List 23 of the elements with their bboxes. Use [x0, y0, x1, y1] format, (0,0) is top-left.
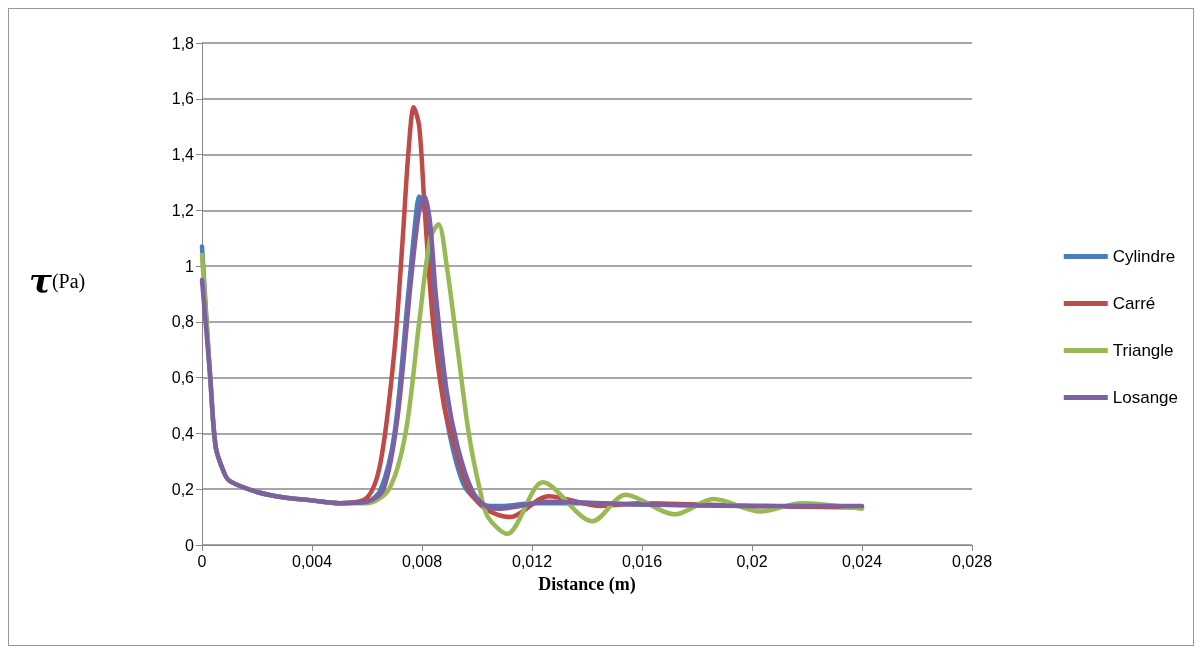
- x-tick-label: 0,024: [841, 552, 883, 570]
- y-tick-label: 1,8: [171, 34, 195, 52]
- y-tick-label: 1,6: [171, 90, 195, 108]
- y-tick-label: 0: [185, 536, 195, 554]
- y-tick-label: 1: [185, 257, 195, 275]
- legend-label: Cylindre: [1112, 247, 1176, 266]
- x-axis-title: Distance (m): [538, 574, 636, 595]
- y-tick-label: 0,8: [171, 313, 195, 331]
- legend-label: Carré: [1112, 294, 1156, 313]
- legend-label: Losange: [1112, 388, 1179, 407]
- y-tick-label: 1,4: [171, 146, 195, 164]
- y-tick-label: 0,6: [171, 369, 195, 387]
- legend-label: Triangle: [1112, 341, 1174, 360]
- x-tick-label: 0,028: [951, 552, 993, 570]
- x-tick-label: 0,02: [736, 552, 768, 570]
- x-tick-label: 0,004: [291, 552, 333, 570]
- x-tick-label: 0: [197, 552, 207, 570]
- x-tick-label: 0,016: [621, 552, 663, 570]
- y-tick-label: 1,2: [171, 201, 195, 219]
- y-tick-label: 0,4: [171, 424, 195, 442]
- x-tick-label: 0,012: [511, 552, 553, 570]
- y-tick-label: 0,2: [171, 480, 195, 498]
- x-tick-label: 0,008: [401, 552, 443, 570]
